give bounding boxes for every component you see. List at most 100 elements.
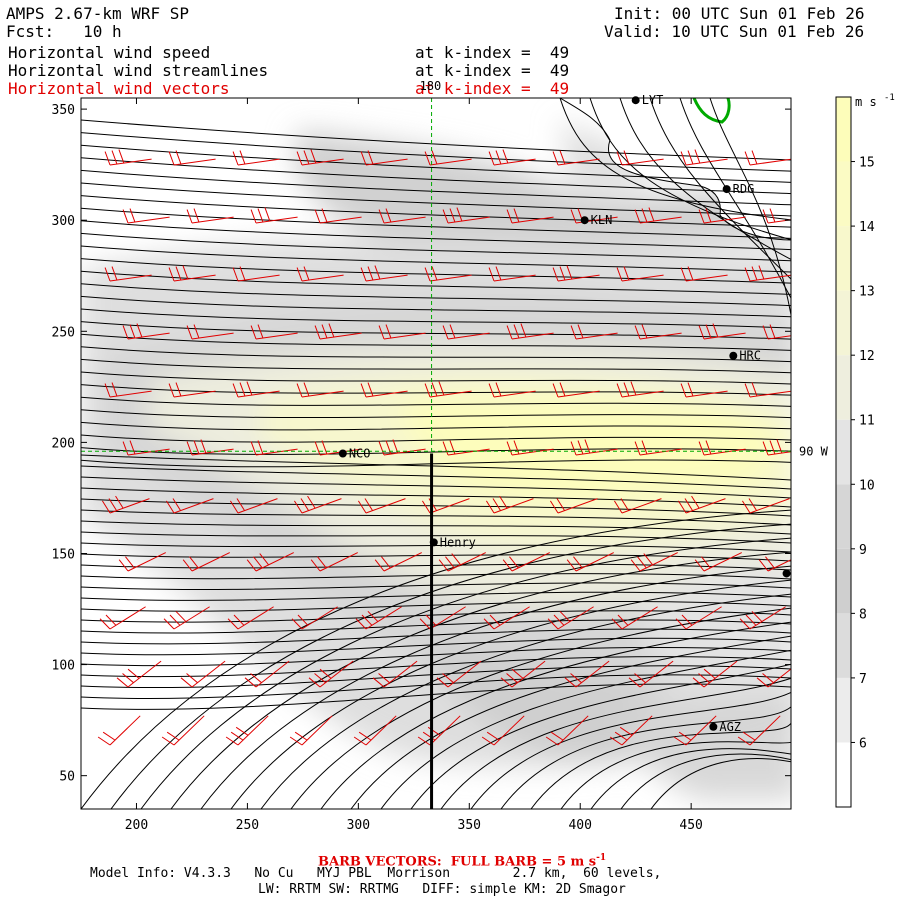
streamline xyxy=(350,635,791,809)
colorbar-segment xyxy=(836,355,851,420)
streamline xyxy=(81,245,791,273)
streamline xyxy=(410,663,791,809)
wind-barb xyxy=(296,266,344,282)
shade-region-5 xyxy=(294,130,790,245)
wind-barb xyxy=(481,715,525,746)
wind-barb xyxy=(180,660,226,688)
wind-barb xyxy=(250,324,298,340)
y-tick-label: 100 xyxy=(52,659,75,674)
streamline xyxy=(81,646,791,667)
wind-barb xyxy=(675,606,722,630)
wind-barb xyxy=(744,265,791,282)
wind-barb xyxy=(424,266,472,282)
valid-time: Valid: 10 UTC Sun 01 Feb 26 xyxy=(604,22,865,41)
colorbar-tick-label: 7 xyxy=(859,672,867,687)
colorbar-tick-label: 14 xyxy=(859,220,875,235)
wind-barb xyxy=(739,606,786,630)
wind-barb xyxy=(566,552,614,572)
colorbar-tick-label: 9 xyxy=(859,543,867,558)
streamline xyxy=(81,308,791,329)
field-level-streamlines: at k-index = 49 xyxy=(415,61,570,80)
wind-barb xyxy=(122,208,170,224)
wind-barb xyxy=(314,323,362,340)
streamline xyxy=(530,721,791,809)
wind-barb xyxy=(104,266,152,282)
streamline xyxy=(81,454,791,481)
barb-note-text: BARB VECTORS: FULL BARB = 5 m s xyxy=(318,854,597,870)
wind-barb xyxy=(744,150,791,166)
wind-barb xyxy=(634,440,682,456)
wind-barb xyxy=(182,552,230,572)
streamline xyxy=(81,531,791,544)
y-tick-label: 250 xyxy=(52,325,75,340)
streamline xyxy=(81,498,791,517)
colorbar: 6 7 8 9 10 11 12 13 14 15 m s -1 xyxy=(835,93,895,808)
wind-barb xyxy=(698,440,746,456)
y-tick-label: 350 xyxy=(52,103,75,118)
wind-barb xyxy=(613,498,662,514)
colorbar-tick-label: 8 xyxy=(859,607,867,622)
streamline xyxy=(81,396,791,407)
colorbar-tick-label: 11 xyxy=(859,414,875,429)
wind-barb xyxy=(168,382,216,398)
streamline xyxy=(81,333,791,351)
wind-barb xyxy=(225,715,269,746)
colorbar-unit-sup: -1 xyxy=(884,93,895,103)
wind-barb xyxy=(372,660,418,688)
station-label: LYT xyxy=(642,93,664,107)
wind-barb xyxy=(630,552,678,572)
colorbar-segment xyxy=(836,290,851,356)
y-tick-label: 50 xyxy=(59,770,75,785)
streamline xyxy=(81,656,791,678)
field-level-speed: at k-index = 49 xyxy=(415,43,570,62)
streamline xyxy=(81,573,791,580)
station-label: Henry xyxy=(440,535,476,549)
wind-barb xyxy=(442,440,490,456)
streamline xyxy=(81,119,791,161)
wind-barb xyxy=(310,552,358,572)
wind-barb xyxy=(442,207,490,224)
wind-barb xyxy=(424,381,472,398)
wind-barb xyxy=(424,150,472,166)
wind-barb xyxy=(378,324,426,340)
streamline xyxy=(81,346,791,363)
streamline xyxy=(650,758,791,809)
wind-barb xyxy=(762,324,791,340)
streamline xyxy=(81,591,791,601)
wind-barb xyxy=(165,498,214,514)
wind-barb xyxy=(378,208,426,224)
station-marker xyxy=(580,216,589,225)
streamline xyxy=(589,98,791,241)
streamline xyxy=(230,579,791,809)
wind-barb xyxy=(634,324,682,340)
streamline xyxy=(81,683,791,710)
wind-barb xyxy=(168,150,216,166)
wind-barb xyxy=(186,324,234,340)
wind-barb xyxy=(628,660,674,688)
streamline xyxy=(81,144,791,183)
shade-region-9 xyxy=(640,564,791,694)
streamline xyxy=(81,384,791,396)
x-tick-label: 450 xyxy=(679,818,702,833)
streamline xyxy=(81,476,791,499)
wind-barb xyxy=(122,440,170,456)
wind-barb xyxy=(488,266,536,282)
wind-barb xyxy=(677,495,726,514)
wind-barb xyxy=(673,715,717,746)
wind-barb xyxy=(483,606,530,630)
colorbar-segment xyxy=(836,613,851,678)
wind-barb xyxy=(293,495,342,514)
streamline xyxy=(140,537,791,809)
station-marker xyxy=(782,569,791,578)
wind-barb xyxy=(104,149,152,166)
physics-info: LW: RRTM SW: RRTMG DIFF: simple KM: 2D S… xyxy=(258,882,626,897)
station-label: AGZ xyxy=(719,720,741,734)
streamline xyxy=(81,665,791,689)
streamline xyxy=(81,509,791,809)
streamline xyxy=(81,270,791,295)
wind-barb xyxy=(698,208,746,224)
init-time: Init: 00 UTC Sun 01 Feb 26 xyxy=(614,4,865,23)
wind-barbs xyxy=(97,149,791,746)
streamline xyxy=(679,98,791,300)
x-tick-label: 250 xyxy=(236,818,259,833)
